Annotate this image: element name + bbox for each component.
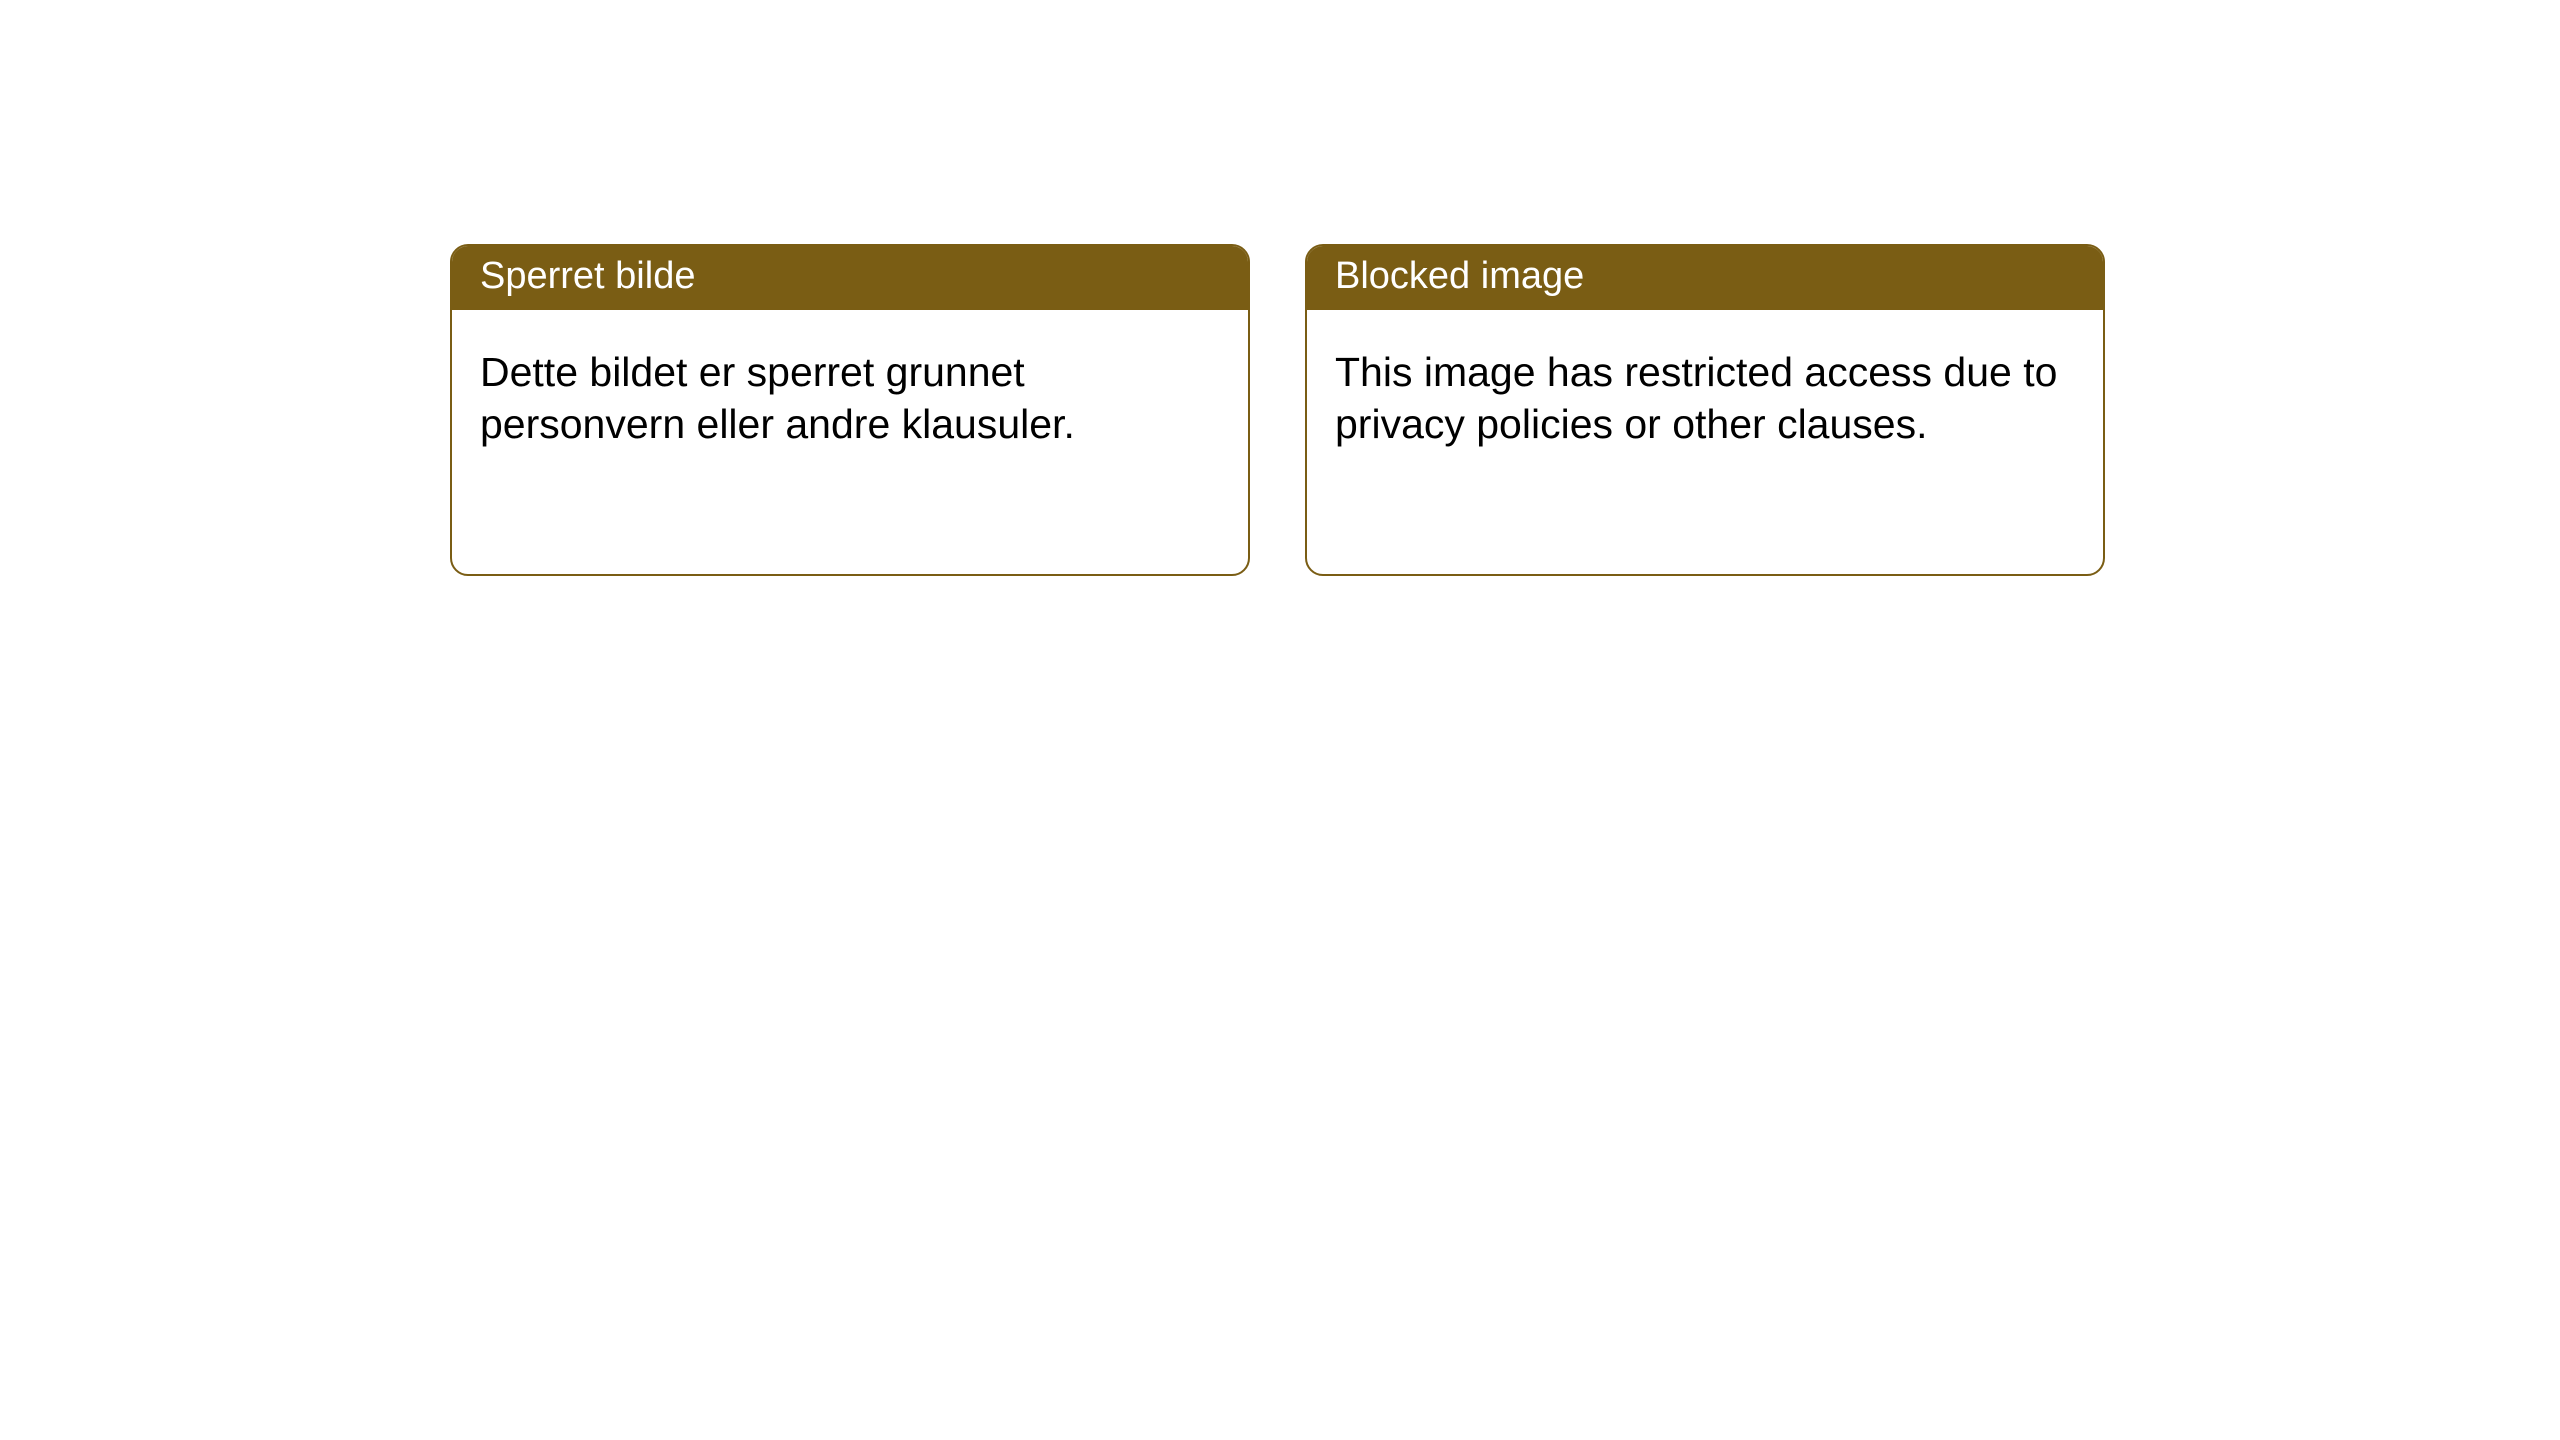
notice-body: This image has restricted access due to … <box>1307 310 2103 486</box>
notice-card-norwegian: Sperret bilde Dette bildet er sperret gr… <box>450 244 1250 576</box>
notice-container: Sperret bilde Dette bildet er sperret gr… <box>0 0 2560 576</box>
notice-header: Blocked image <box>1307 246 2103 310</box>
notice-card-english: Blocked image This image has restricted … <box>1305 244 2105 576</box>
notice-header: Sperret bilde <box>452 246 1248 310</box>
notice-body: Dette bildet er sperret grunnet personve… <box>452 310 1248 486</box>
